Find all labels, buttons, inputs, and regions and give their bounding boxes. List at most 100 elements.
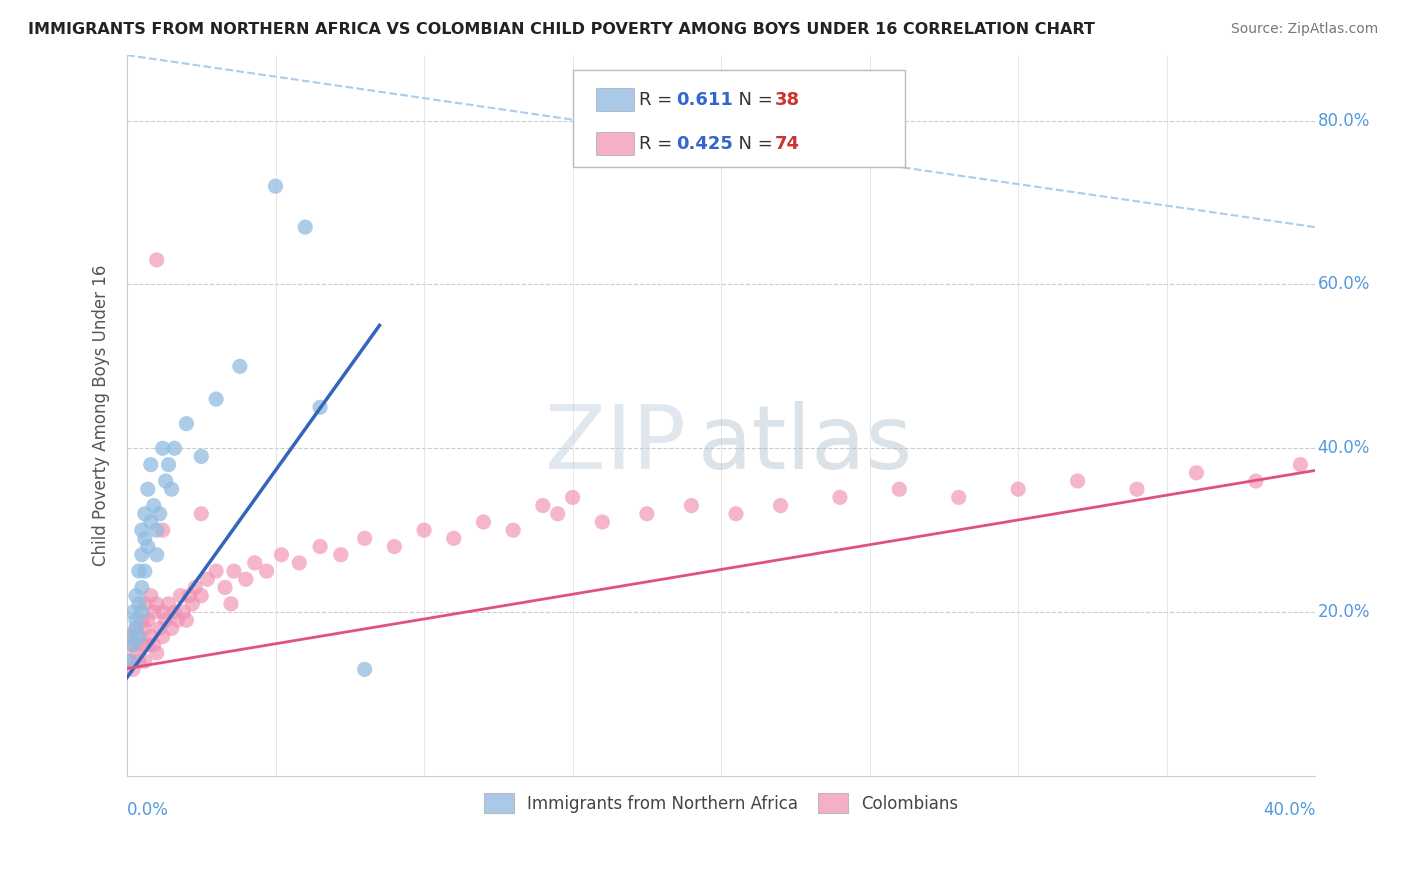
Point: [179, 589, 201, 603]
Text: atlas: atlas: [697, 401, 912, 488]
Point: [214, 581, 236, 595]
Point: [1185, 466, 1208, 480]
Point: [142, 638, 165, 652]
Point: [152, 605, 174, 619]
Point: [190, 589, 212, 603]
Point: [169, 589, 191, 603]
Point: [166, 613, 188, 627]
Point: [157, 597, 180, 611]
Point: [139, 515, 162, 529]
Text: N =: N =: [727, 91, 779, 109]
Point: [229, 359, 252, 374]
Point: [205, 392, 228, 406]
Point: [134, 507, 156, 521]
Point: [131, 581, 153, 595]
Point: [1244, 474, 1267, 488]
Point: [205, 564, 228, 578]
Point: [145, 646, 167, 660]
Point: [382, 540, 405, 554]
Point: [118, 630, 141, 644]
Point: [134, 532, 156, 546]
Point: [591, 515, 613, 529]
Point: [1007, 482, 1029, 496]
Point: [547, 507, 569, 521]
Point: [128, 564, 150, 578]
Point: [128, 654, 150, 668]
Point: [264, 179, 287, 194]
Text: 40.0%: 40.0%: [1317, 439, 1369, 458]
Point: [502, 523, 524, 537]
Point: [118, 654, 141, 668]
Point: [122, 662, 145, 676]
Point: [152, 442, 174, 456]
Point: [155, 474, 177, 488]
Point: [243, 556, 266, 570]
Point: [145, 523, 167, 537]
Point: [309, 401, 332, 415]
Point: [157, 458, 180, 472]
Point: [136, 482, 159, 496]
Point: [136, 638, 159, 652]
Point: [413, 523, 436, 537]
Text: 0.611: 0.611: [676, 91, 733, 109]
Text: Source: ZipAtlas.com: Source: ZipAtlas.com: [1230, 22, 1378, 37]
Point: [195, 572, 218, 586]
Point: [142, 605, 165, 619]
Point: [353, 662, 375, 676]
Point: [309, 540, 332, 554]
Point: [184, 581, 207, 595]
Point: [136, 613, 159, 627]
Point: [122, 638, 145, 652]
Text: R =: R =: [640, 91, 678, 109]
Text: 0.0%: 0.0%: [127, 802, 169, 820]
Point: [125, 646, 148, 660]
Point: [131, 548, 153, 562]
Point: [1066, 474, 1088, 488]
Point: [329, 548, 352, 562]
Point: [561, 491, 583, 505]
Point: [681, 499, 703, 513]
Text: 40.0%: 40.0%: [1263, 802, 1315, 820]
Point: [828, 491, 851, 505]
Point: [118, 654, 141, 668]
Point: [472, 515, 495, 529]
Point: [145, 252, 167, 267]
Point: [1289, 458, 1312, 472]
Point: [142, 499, 165, 513]
Point: [222, 564, 245, 578]
Point: [155, 613, 177, 627]
Point: [160, 482, 183, 496]
Text: 0.425: 0.425: [676, 135, 733, 153]
Point: [131, 605, 153, 619]
Point: [125, 589, 148, 603]
Point: [288, 556, 311, 570]
Point: [128, 597, 150, 611]
Point: [256, 564, 278, 578]
Point: [163, 442, 186, 456]
Point: [145, 597, 167, 611]
Point: [294, 220, 316, 235]
Point: [724, 507, 747, 521]
Point: [139, 630, 162, 644]
Point: [125, 613, 148, 627]
Point: [145, 548, 167, 562]
FancyBboxPatch shape: [596, 88, 634, 112]
Legend: Immigrants from Northern Africa, Colombians: Immigrants from Northern Africa, Colombi…: [475, 785, 967, 822]
Point: [181, 597, 204, 611]
Point: [270, 548, 292, 562]
Y-axis label: Child Poverty Among Boys Under 16: Child Poverty Among Boys Under 16: [93, 265, 110, 566]
Point: [139, 589, 162, 603]
Text: 60.0%: 60.0%: [1317, 276, 1369, 293]
Point: [134, 622, 156, 636]
Point: [636, 507, 658, 521]
Point: [149, 507, 172, 521]
Point: [131, 523, 153, 537]
Point: [131, 613, 153, 627]
Point: [134, 597, 156, 611]
Point: [948, 491, 970, 505]
Point: [353, 532, 375, 546]
Point: [190, 450, 212, 464]
Point: [118, 630, 141, 644]
Point: [152, 523, 174, 537]
Point: [176, 613, 198, 627]
